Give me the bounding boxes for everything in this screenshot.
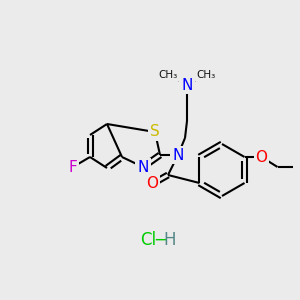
Text: N: N [181,77,193,92]
Text: CH₃: CH₃ [158,70,178,80]
Text: N: N [137,160,149,175]
Text: F: F [69,160,77,175]
Text: O: O [146,176,158,191]
Text: S: S [150,124,160,140]
Text: O: O [256,149,268,164]
Text: Cl: Cl [140,231,156,249]
Text: H: H [164,231,176,249]
Text: N: N [172,148,184,163]
Text: −: − [153,231,167,249]
Text: CH₃: CH₃ [196,70,216,80]
